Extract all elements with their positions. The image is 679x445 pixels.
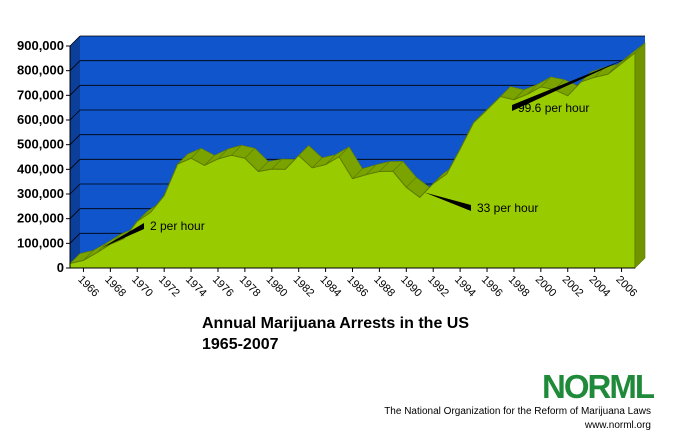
chart-title-line2: 1965-2007 [202,336,279,353]
chart-title-line1: Annual Marijuana Arrests in the US [202,315,470,332]
x-tick-label: 1996 [479,274,505,300]
x-tick-label: 2002 [560,274,586,300]
x-tick-label: 1974 [183,274,209,300]
annotation-label: 33 per hour [477,201,538,215]
gridline-depth [69,208,81,219]
gridline-depth [69,109,81,121]
x-tick-label: 2006 [613,274,639,300]
x-tick-label: 1972 [156,274,182,300]
x-tick-label: 1966 [75,274,101,300]
x-tick-label: 1990 [398,274,424,300]
x-tick-label: 1998 [506,274,532,300]
x-tick-label: 1980 [264,274,290,300]
gridline-depth [69,134,81,145]
y-tick-label: 900,000 [17,38,64,53]
annotation-pointer [424,192,471,211]
x-tick-label: 1986 [344,274,370,300]
gridline-depth [69,35,81,47]
y-tick-label: 200,000 [17,211,64,226]
x-tick-label: 1984 [317,274,343,300]
gridline-depth [69,159,81,170]
annotation-label: 99.6 per hour [518,101,589,115]
x-axis-ticks: 1966 1968 1970 1972 1974 1976 1978 1980 1982 1984… [75,268,639,299]
norml-logo: NORML [542,368,655,405]
x-tick-label: 1982 [291,274,317,300]
annotation-label: 2 per hour [150,219,205,233]
y-tick-label: 800,000 [17,63,64,78]
y-tick-label: 0 [57,260,64,275]
area-end-cap [634,42,646,269]
x-tick-label: 1970 [129,274,155,300]
x-tick-label: 1968 [102,274,128,300]
organization-url: www.norml.org [584,420,651,431]
x-tick-label: 1978 [237,274,263,300]
gridline-depth [69,60,81,71]
annotation-pointer [101,223,144,248]
y-tick-label: 100,000 [17,235,64,250]
area-front-face [69,51,636,269]
y-tick-label: 400,000 [17,161,64,176]
annotation-pointer [512,58,627,111]
x-tick-label: 2004 [587,274,613,300]
x-tick-label: 1988 [371,274,397,300]
y-tick-label: 500,000 [17,137,64,152]
organization-name: The National Organization for the Reform… [384,406,651,417]
arrests-area-series [69,42,646,269]
chart-title: Annual Marijuana Arrests in the US 1965-… [202,313,469,355]
x-tick-label: 2000 [533,274,559,300]
y-tick-label: 700,000 [17,87,64,102]
plot-side-wall [70,36,80,268]
y-tick-label: 300,000 [17,186,64,201]
x-tick-label: 1994 [452,274,478,300]
gridline-depth [69,85,81,96]
y-axis-ticks: 900,000 800,000 700,000 600,000 500,000 400,0… [17,38,70,275]
annotations: 2 per hour 33 per hour 99.6 per hour [101,58,627,248]
x-tick-label: 1992 [425,274,451,300]
gridline-depth [69,233,81,244]
gridline-depth [69,183,81,195]
y-tick-label: 600,000 [17,112,64,127]
x-tick-label: 1976 [210,274,236,300]
